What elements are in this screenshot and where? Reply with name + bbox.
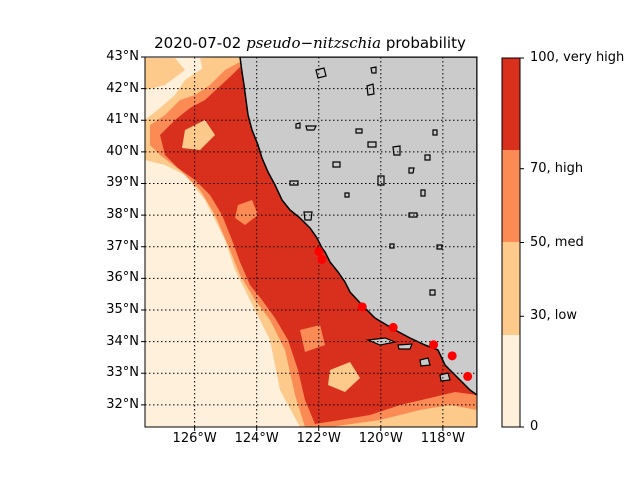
lat-label: 39°N	[106, 175, 139, 191]
colorbar-segment-high	[502, 150, 520, 242]
lat-label: 35°N	[106, 301, 139, 317]
lat-label: 38°N	[106, 207, 139, 223]
observation-point	[357, 302, 367, 312]
lat-label: 33°N	[106, 365, 139, 381]
observation-point	[317, 254, 327, 264]
lat-label: 36°N	[106, 270, 139, 286]
colorbar	[501, 57, 524, 428]
lon-label: 122°W	[296, 431, 341, 446]
observation-point	[314, 246, 324, 256]
lat-label: 37°N	[106, 238, 139, 254]
title-date: 2020-07-02	[154, 34, 242, 52]
lon-ticks	[194, 427, 444, 431]
lon-label: 124°W	[234, 431, 279, 446]
observation-point	[463, 371, 473, 381]
observations-layer	[314, 246, 473, 381]
low-probability-patch-central	[182, 120, 215, 150]
colorbar-label: 100, very high	[530, 50, 625, 65]
lon-label: 120°W	[358, 431, 403, 446]
title-species: pseudo−nitzschia	[246, 34, 382, 52]
land-area	[239, 57, 477, 396]
colorbar-label: 70, high	[530, 160, 584, 176]
map-frame	[144, 56, 478, 428]
colorbar-ticks	[520, 57, 524, 428]
colorbar-label: 30, low	[530, 308, 578, 324]
graticule	[145, 57, 477, 427]
lon-label: 126°W	[172, 431, 217, 446]
low-probability-patch-nw	[145, 58, 185, 90]
colorbar-label: 0	[530, 419, 539, 434]
high-probability-region	[160, 65, 477, 424]
channel-island	[419, 357, 431, 367]
observation-point	[429, 340, 439, 350]
med-probability-patch-offshore	[235, 200, 258, 225]
channel-island	[397, 343, 413, 350]
channel-island	[439, 372, 451, 382]
low-probability-patch-south	[328, 362, 360, 392]
colorbar-segment-very-high	[502, 58, 520, 150]
lat-label: 41°N	[106, 112, 139, 128]
colorbar-segment-low	[502, 335, 520, 427]
lat-label: 34°N	[106, 333, 139, 349]
colorbar-segment-med	[502, 242, 520, 335]
observation-point	[388, 322, 398, 332]
observation-point	[447, 351, 457, 361]
map-title: 2020-07-02 pseudo−nitzschia probability	[110, 34, 510, 52]
title-suffix: probability	[385, 34, 466, 52]
lon-label: 118°W	[420, 431, 465, 446]
lat-label: 43°N	[106, 49, 139, 64]
lat-label: 42°N	[106, 80, 139, 96]
lat-label: 32°N	[106, 396, 139, 412]
lat-ticks	[141, 56, 145, 406]
lat-label: 40°N	[106, 143, 139, 159]
colorbar-label: 50, med	[530, 234, 584, 250]
